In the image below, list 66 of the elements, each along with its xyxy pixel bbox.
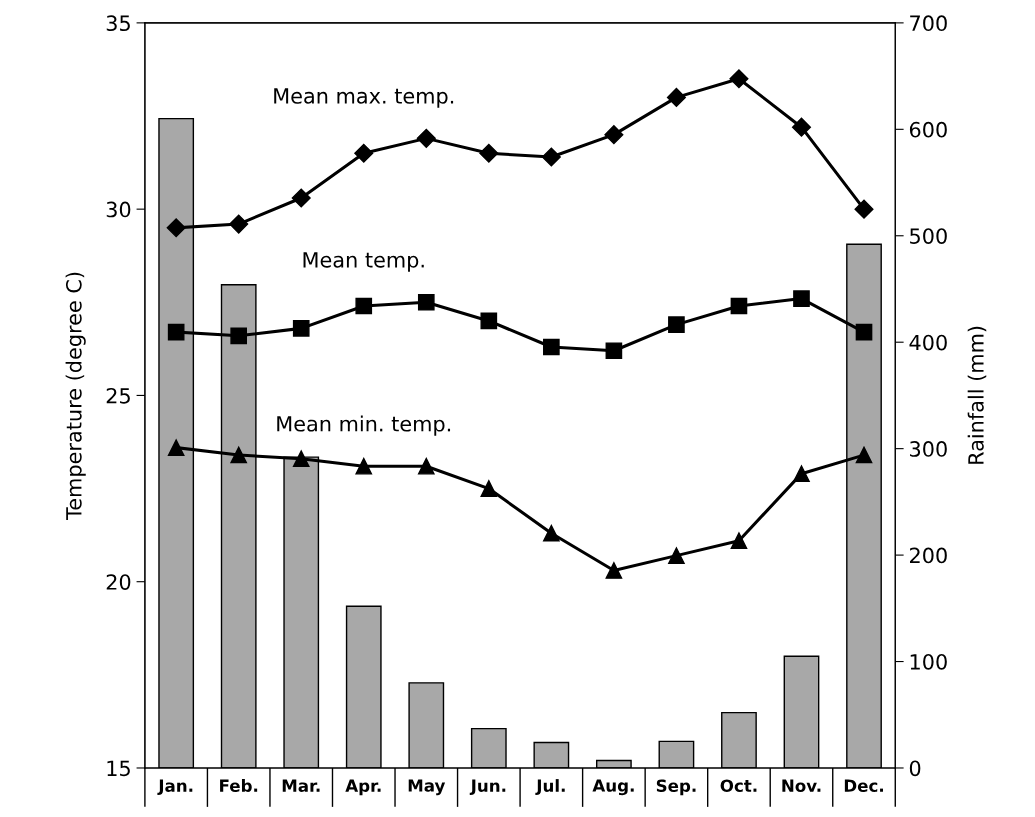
point xyxy=(291,188,311,208)
point xyxy=(480,312,498,330)
point xyxy=(230,327,248,345)
point xyxy=(355,457,373,475)
y-tick-label: 20 xyxy=(106,574,131,590)
x-tick-label: May xyxy=(408,779,446,796)
point xyxy=(292,320,310,337)
y-tick-label: 30 xyxy=(106,201,131,218)
y2-tick-label: 400 xyxy=(909,334,947,351)
point xyxy=(605,342,623,360)
point xyxy=(417,457,435,475)
point xyxy=(354,143,374,163)
point xyxy=(166,218,186,238)
y2-tick-label: 100 xyxy=(910,653,947,670)
point xyxy=(543,338,560,356)
x-tick-label: Mar. xyxy=(282,779,320,792)
y2-tick-label: 700 xyxy=(910,15,947,32)
point xyxy=(480,480,498,497)
point xyxy=(355,297,373,315)
x-tick-label: Aug. xyxy=(592,779,634,796)
point xyxy=(793,465,810,482)
point xyxy=(541,147,561,167)
series-label: Mean temp. xyxy=(303,252,424,272)
y2-tick-label: 300 xyxy=(910,441,947,457)
point xyxy=(167,439,185,456)
y2-tick-label: 500 xyxy=(910,228,947,244)
x-tick-label: Nov. xyxy=(782,779,821,792)
point xyxy=(604,125,624,145)
x-tick-label: Sep. xyxy=(656,779,696,796)
x-tick-label: Jun. xyxy=(469,779,506,796)
y2-tick-label: 600 xyxy=(909,121,947,138)
point xyxy=(167,323,185,341)
point xyxy=(417,293,435,311)
point xyxy=(666,87,686,107)
y2-tick-label: 0 xyxy=(909,760,921,777)
point xyxy=(479,143,499,163)
point xyxy=(855,446,873,464)
x-tick-label: Dec. xyxy=(844,779,883,792)
point xyxy=(854,199,874,219)
y-axis-title: Temperature (degree C) xyxy=(65,272,86,520)
y-tick-label: 35 xyxy=(106,15,130,32)
point xyxy=(855,323,873,341)
point xyxy=(793,290,810,307)
point xyxy=(229,214,249,234)
y2-tick-label: 200 xyxy=(910,547,947,564)
x-tick-label: Jan. xyxy=(157,779,193,796)
x-tick-label: Oct. xyxy=(720,779,757,792)
point xyxy=(416,128,436,148)
y-tick-label: 25 xyxy=(106,387,130,404)
point xyxy=(730,297,748,315)
point xyxy=(668,316,685,333)
point xyxy=(230,446,248,464)
y-tick-label: 15 xyxy=(107,760,130,777)
point xyxy=(605,562,623,579)
x-tick-label: Feb. xyxy=(220,779,258,792)
point xyxy=(729,69,749,89)
series-label: Mean max. temp. xyxy=(274,88,454,108)
point xyxy=(668,547,685,564)
point xyxy=(292,450,310,468)
point xyxy=(730,532,748,550)
x-tick-label: Apr. xyxy=(345,779,381,796)
y2-axis-title: Rainfall (mm) xyxy=(967,326,987,464)
x-tick-label: Jul. xyxy=(535,779,565,796)
point xyxy=(791,117,812,137)
series-label: Mean min. temp. xyxy=(277,415,451,436)
point xyxy=(543,524,560,542)
